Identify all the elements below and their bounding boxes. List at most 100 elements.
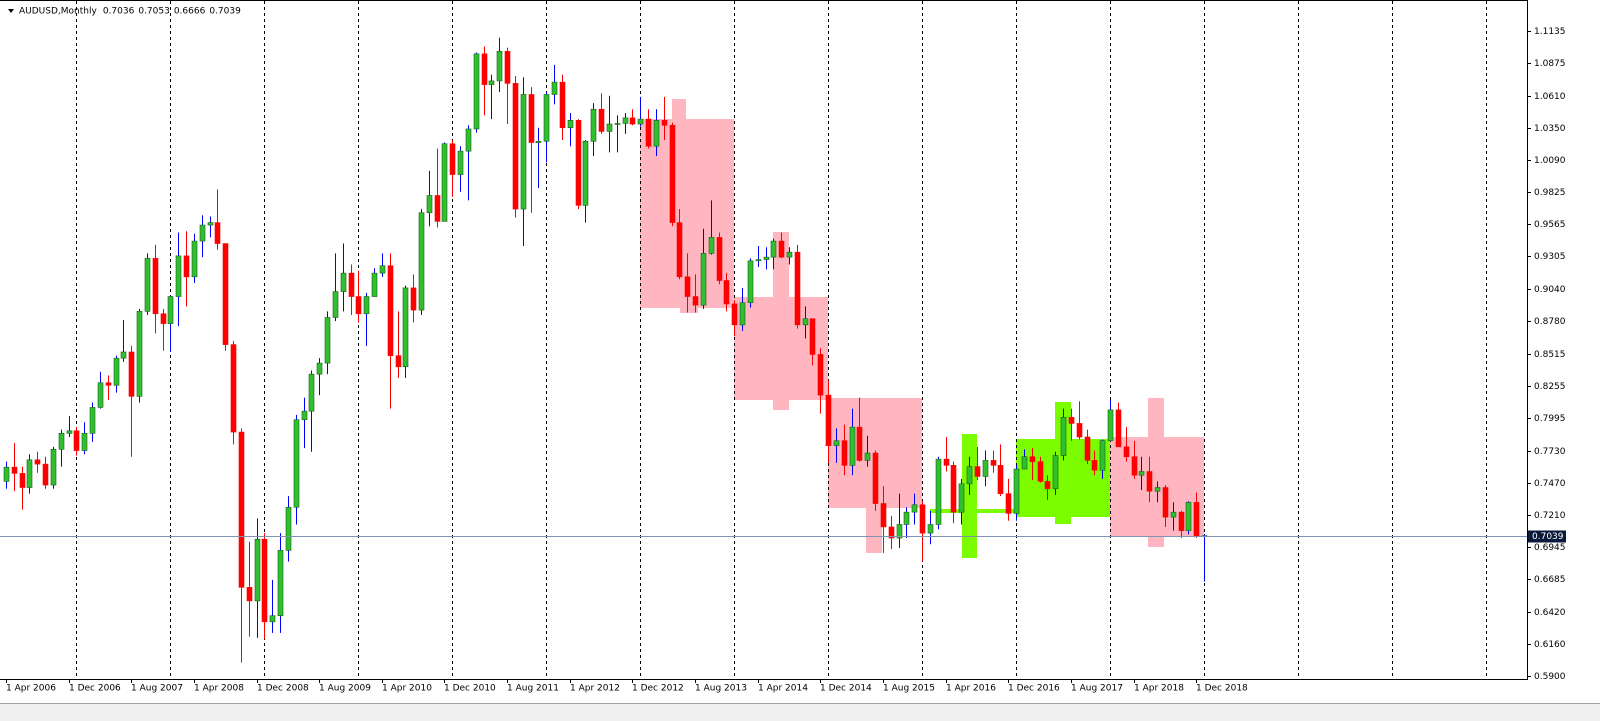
candle-body <box>316 362 323 375</box>
candle-body <box>120 351 127 359</box>
candle-body <box>747 260 754 303</box>
candle-body <box>371 272 378 297</box>
x-tick-label: 1 Dec 2006 <box>69 684 121 694</box>
x-tick-label: 1 Apr 2012 <box>570 684 620 694</box>
candle-body <box>457 150 464 175</box>
x-tick-label: 1 Aug 2013 <box>695 684 747 694</box>
candle-body <box>1178 511 1185 531</box>
candle-body <box>473 53 480 130</box>
candle-body <box>622 117 629 124</box>
candle-body <box>277 550 284 616</box>
y-tick-label: 0.6160 <box>1534 640 1566 650</box>
candle-body <box>89 407 96 434</box>
tab-bar <box>0 703 1600 721</box>
candle-body <box>927 524 934 534</box>
candle-body <box>864 452 871 461</box>
candle-body <box>520 94 527 210</box>
candle-body <box>786 251 793 258</box>
candle-body <box>402 287 409 368</box>
candle-body <box>1170 511 1177 518</box>
zone <box>672 99 686 119</box>
menu-arrow[interactable] <box>8 9 14 13</box>
candle-body <box>880 503 887 528</box>
x-tick-label: 1 Apr 2018 <box>1134 684 1184 694</box>
y-tick-label: 0.7210 <box>1534 511 1566 521</box>
candle-body <box>997 465 1004 494</box>
candle-body <box>1091 460 1098 471</box>
candle-body <box>974 466 981 477</box>
zone <box>962 434 977 558</box>
x-tick-label: 1 Apr 2006 <box>6 684 56 694</box>
candle-body <box>418 212 425 311</box>
candle-body <box>496 51 503 82</box>
y-tick-label: 1.0090 <box>1534 156 1566 166</box>
y-tick-label: 0.8780 <box>1534 317 1566 327</box>
candle-body <box>888 526 895 539</box>
candle-body <box>582 140 589 206</box>
candle-body <box>379 265 386 274</box>
candle-body <box>191 240 198 278</box>
candle-body <box>535 140 542 143</box>
candle-body <box>755 259 762 262</box>
candle-body <box>1099 440 1106 471</box>
y-tick-label: 0.9825 <box>1534 188 1566 198</box>
zone <box>866 508 882 553</box>
candle-body <box>794 251 801 326</box>
candle-body <box>105 382 112 386</box>
y-tick-label: 0.7470 <box>1534 479 1566 489</box>
y-tick-label: 0.8515 <box>1534 350 1566 360</box>
candle-body <box>692 296 699 306</box>
candle-body <box>324 317 331 364</box>
candle-body <box>1084 436 1091 461</box>
candle-body <box>1021 456 1028 470</box>
candle-body <box>1193 502 1200 537</box>
x-tick-label: 1 Aug 2009 <box>319 684 371 694</box>
chart-title: AUDUSD,Monthly <box>19 7 97 17</box>
y-tick-label: 0.7730 <box>1534 447 1566 457</box>
x-tick-label: 1 Dec 2010 <box>444 684 496 694</box>
candle-body <box>238 431 245 588</box>
candle-body <box>1044 481 1051 490</box>
candle-body <box>1068 416 1075 424</box>
candle-body <box>1115 409 1122 448</box>
candle-body <box>144 258 151 312</box>
candle-body <box>136 311 143 397</box>
candle-body <box>716 237 723 281</box>
candle-body <box>285 506 292 551</box>
candle-body <box>1123 446 1130 458</box>
candle-body <box>1029 456 1036 462</box>
candle-body <box>1005 493 1012 514</box>
candle-body <box>708 237 715 254</box>
candle-body <box>575 120 582 206</box>
candle-body <box>849 426 856 466</box>
candle-body <box>58 433 65 450</box>
x-tick-label: 1 Dec 2016 <box>1008 684 1060 694</box>
candle-body <box>763 256 770 260</box>
candle-body <box>567 120 574 129</box>
candle-body <box>214 222 221 244</box>
candle-body <box>661 120 668 126</box>
candle-body <box>958 483 965 513</box>
candle-body <box>817 354 824 396</box>
candle-body <box>1037 461 1044 482</box>
zone <box>1055 402 1071 524</box>
zone <box>680 308 698 313</box>
candle-body <box>301 410 308 421</box>
x-tick-label: 1 Aug 2015 <box>883 684 935 694</box>
candle-body <box>167 296 174 324</box>
candle-body <box>590 108 597 142</box>
y-tick-label: 0.8255 <box>1534 382 1566 392</box>
candle-body <box>1107 409 1114 441</box>
x-tick-label: 1 Apr 2010 <box>382 684 432 694</box>
candle-body <box>950 465 957 513</box>
y-tick-label: 1.0875 <box>1534 59 1566 69</box>
candle-body <box>990 460 997 466</box>
x-tick-label: 1 Apr 2008 <box>194 684 244 694</box>
candle-body <box>739 302 746 326</box>
y-tick-label: 0.6945 <box>1534 543 1566 553</box>
candle-body <box>387 265 394 356</box>
x-tick-label: 1 Dec 2014 <box>820 684 872 694</box>
candle-body <box>34 459 41 465</box>
y-tick-label: 0.9040 <box>1534 285 1566 295</box>
candle-body <box>73 430 80 451</box>
